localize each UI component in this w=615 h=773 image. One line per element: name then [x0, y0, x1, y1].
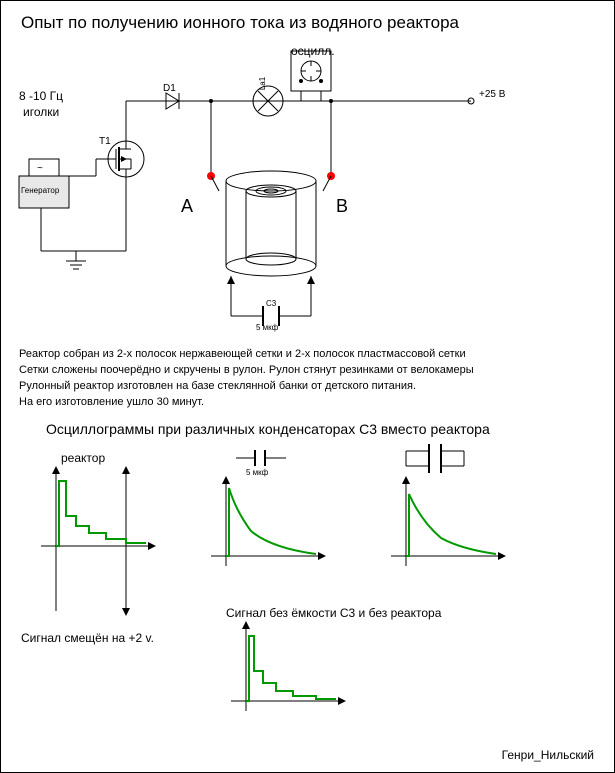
voltage-label: +25 В	[479, 89, 505, 100]
diode-label: D1	[163, 83, 176, 94]
shift-label: Сигнал смещён на +2 v.	[21, 631, 154, 645]
cap-symbol-2	[401, 441, 471, 476]
lamp-label: La1	[258, 77, 267, 90]
needles-label: иголки	[23, 105, 59, 119]
osc-heading: Осциллограммы при различных конденсатора…	[46, 421, 490, 437]
desc-line4: На его изготовление ушло 30 минут.	[19, 394, 204, 411]
waveform-2	[201, 476, 331, 576]
circuit-diagram: ~	[1, 41, 615, 341]
letter-a: A	[181, 196, 193, 217]
transistor-label: T1	[99, 136, 111, 147]
waveform-3	[381, 476, 511, 576]
waveform-4	[221, 621, 351, 721]
generator-label: Генератор	[21, 186, 59, 195]
no-cap-label: Сигнал без ёмкости С3 и без реактора	[226, 606, 441, 620]
page-title: Опыт по получению ионного тока из водяно…	[21, 13, 459, 33]
cap-label: C3	[266, 299, 276, 308]
cap-value: 5 мкф	[256, 323, 278, 332]
svg-text:~: ~	[37, 163, 43, 174]
desc-line1: Реактор собран из 2-х полосок нержавеюще…	[19, 346, 466, 363]
freq-label: 8 -10 Гц	[19, 89, 63, 103]
oscill-label: осцилл.	[291, 44, 335, 58]
desc-line2: Сетки сложены поочерёдно и скручены в ру…	[19, 362, 474, 379]
author: Генри_Нильский	[502, 748, 594, 762]
letter-b: B	[336, 196, 348, 217]
desc-line3: Рулонный реактор изготовлен на базе стек…	[19, 378, 416, 395]
waveform-reactor	[31, 461, 161, 621]
